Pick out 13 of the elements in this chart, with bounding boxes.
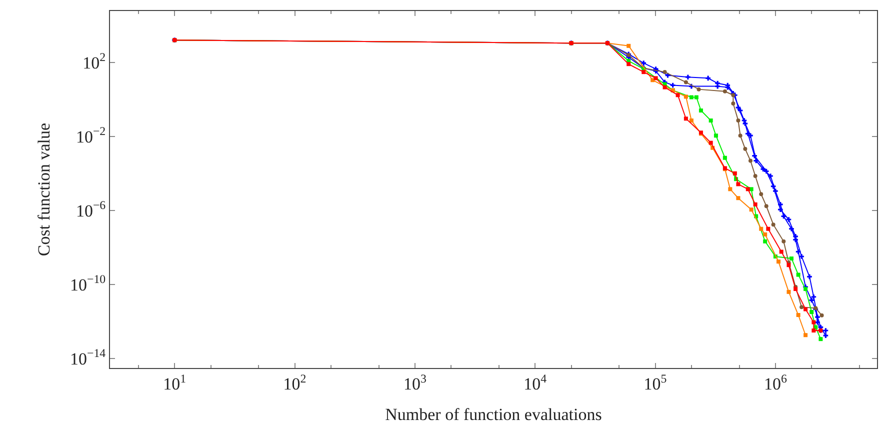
y-axis-title: Cost function value xyxy=(34,122,54,256)
x-tick-label: 10$^{6}$ xyxy=(764,371,787,394)
y-tick-label: 10$^{−14}$ xyxy=(70,346,106,368)
y-tick-label: 10$^{2}$ xyxy=(82,50,106,72)
x-tick-label: 10$^{3}$ xyxy=(403,371,426,394)
x-tick-label: 10$^{5}$ xyxy=(644,371,667,394)
x-tick-label: 10$^{2}$ xyxy=(283,371,306,394)
x-axis-title: Number of function evaluations xyxy=(385,404,602,424)
x-tick-label: 10$^{1}$ xyxy=(163,371,186,394)
y-tick-label: 10$^{−6}$ xyxy=(76,198,106,220)
y-tick-label: 10$^{−2}$ xyxy=(76,124,106,146)
x-tick-label: 10$^{4}$ xyxy=(524,371,547,394)
y-tick-label: 10$^{−10}$ xyxy=(70,272,106,294)
